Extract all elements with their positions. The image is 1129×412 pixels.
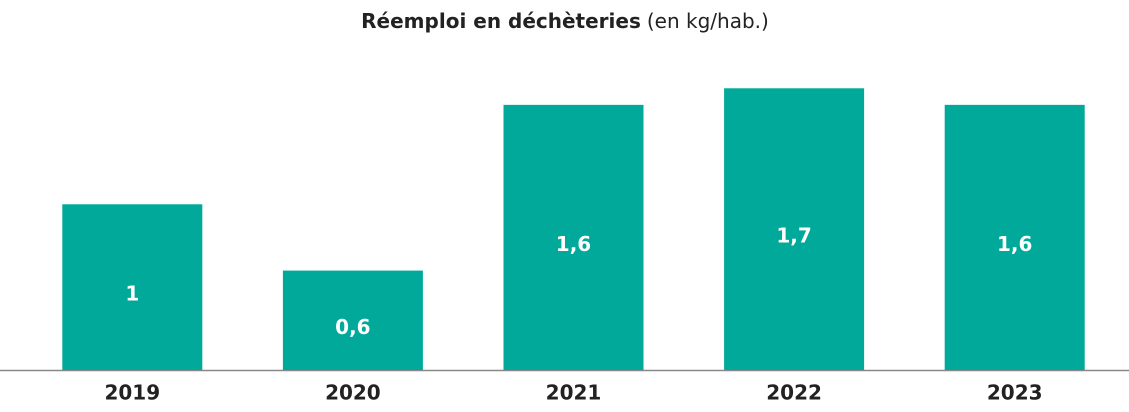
value-label: 1 — [125, 282, 139, 306]
bar — [62, 204, 203, 370]
bar — [282, 270, 423, 370]
x-tick-label: 2021 — [546, 381, 602, 405]
x-tick-label: 2019 — [104, 381, 160, 405]
x-tick-label: 2020 — [325, 381, 381, 405]
x-tick-label: 2022 — [766, 381, 822, 405]
chart-title-group: Réemploi en déchèteries (en kg/hab.) — [361, 9, 769, 33]
chart-title: Réemploi en déchèteries — [361, 9, 641, 33]
value-label: 1,6 — [556, 232, 591, 256]
value-label: 1,7 — [776, 224, 811, 248]
bar — [944, 104, 1085, 370]
bar — [503, 104, 644, 370]
value-label: 1,6 — [997, 232, 1032, 256]
bar — [724, 88, 865, 371]
chart-unit: (en kg/hab.) — [647, 9, 769, 33]
x-tick-label: 2023 — [987, 381, 1043, 405]
value-label: 0,6 — [335, 315, 370, 339]
